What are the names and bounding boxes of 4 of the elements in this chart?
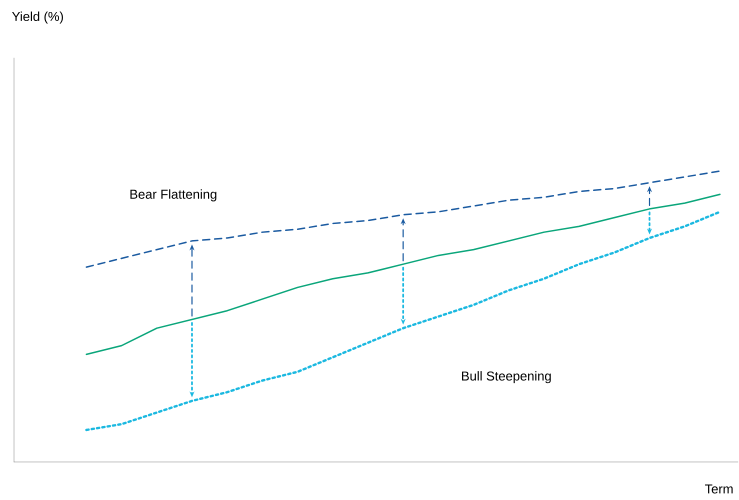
annotation: Bear Flattening bbox=[130, 189, 216, 202]
text: Yield (%) bbox=[12, 12, 63, 24]
annotation: Bull Steepening bbox=[462, 371, 551, 384]
x-axis-title: Term bbox=[705, 484, 733, 494]
